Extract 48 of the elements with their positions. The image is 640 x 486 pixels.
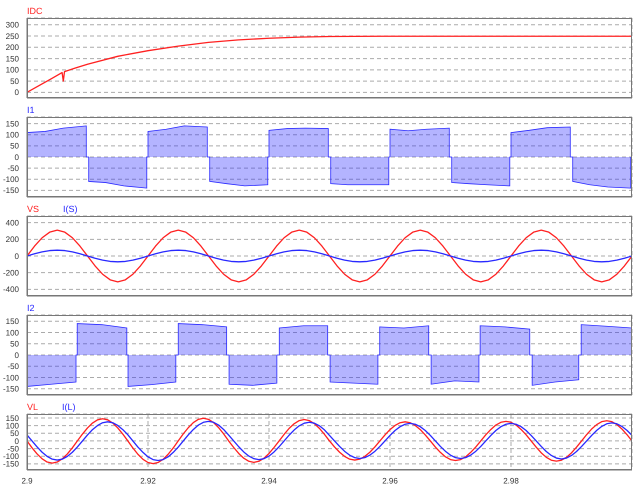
x-tick-label: 2.98 — [503, 476, 520, 486]
y-tick-label: 150 — [6, 120, 20, 129]
y-tick-label: 200 — [6, 235, 20, 244]
y-tick-label: 150 — [6, 317, 20, 326]
y-tick-label: 250 — [6, 32, 20, 41]
text: I(S) — [63, 204, 78, 214]
y-tick-label: -50 — [7, 164, 20, 173]
y-tick-label: 100 — [6, 66, 20, 75]
y-tick-label: -100 — [2, 373, 20, 382]
y-tick-label: -200 — [2, 268, 20, 278]
y-tick-label: 50 — [10, 142, 20, 151]
y-tick-label: -400 — [2, 285, 20, 294]
y-tick-label: -100 — [2, 175, 20, 184]
line-series — [27, 36, 632, 94]
x-tick-label: 2.9 — [21, 476, 34, 486]
y-tick-label: 0 — [14, 88, 20, 98]
x-tick-label: 2.96 — [382, 476, 398, 486]
series-label: I1 — [27, 105, 35, 115]
text: VL — [27, 402, 38, 412]
y-tick-label: 50 — [10, 429, 20, 438]
x-tick-label: 2.94 — [261, 476, 278, 486]
y-tick-label: -100 — [2, 452, 20, 462]
y-tick-label: 100 — [6, 421, 20, 430]
y-tick-label: 0 — [14, 436, 20, 446]
y-tick-label: 50 — [10, 76, 20, 86]
y-tick-label: 150 — [6, 414, 20, 423]
text: I2 — [27, 303, 35, 313]
y-tick-label: 100 — [6, 328, 20, 338]
y-tick-label: 0 — [14, 350, 20, 360]
line-series — [27, 230, 632, 282]
y-tick-label: 300 — [6, 20, 20, 30]
y-tick-label: 50 — [10, 340, 20, 349]
y-tick-label: 100 — [6, 130, 20, 140]
y-tick-label: 200 — [6, 43, 20, 52]
text: VS — [27, 204, 40, 214]
y-tick-label: 400 — [6, 218, 20, 228]
y-tick-label: -50 — [7, 444, 20, 454]
y-tick-label: -150 — [2, 186, 20, 196]
y-tick-label: -150 — [2, 384, 20, 394]
x-tick-label: 2.92 — [140, 476, 156, 486]
text: I(L) — [62, 402, 76, 412]
y-tick-label: -50 — [7, 362, 20, 372]
y-tick-label: -150 — [2, 460, 20, 469]
text: IDC — [27, 6, 42, 16]
y-tick-label: 0 — [14, 252, 20, 261]
line-series — [27, 250, 632, 262]
y-tick-label: 150 — [6, 54, 20, 64]
y-tick-label: 0 — [14, 152, 20, 162]
